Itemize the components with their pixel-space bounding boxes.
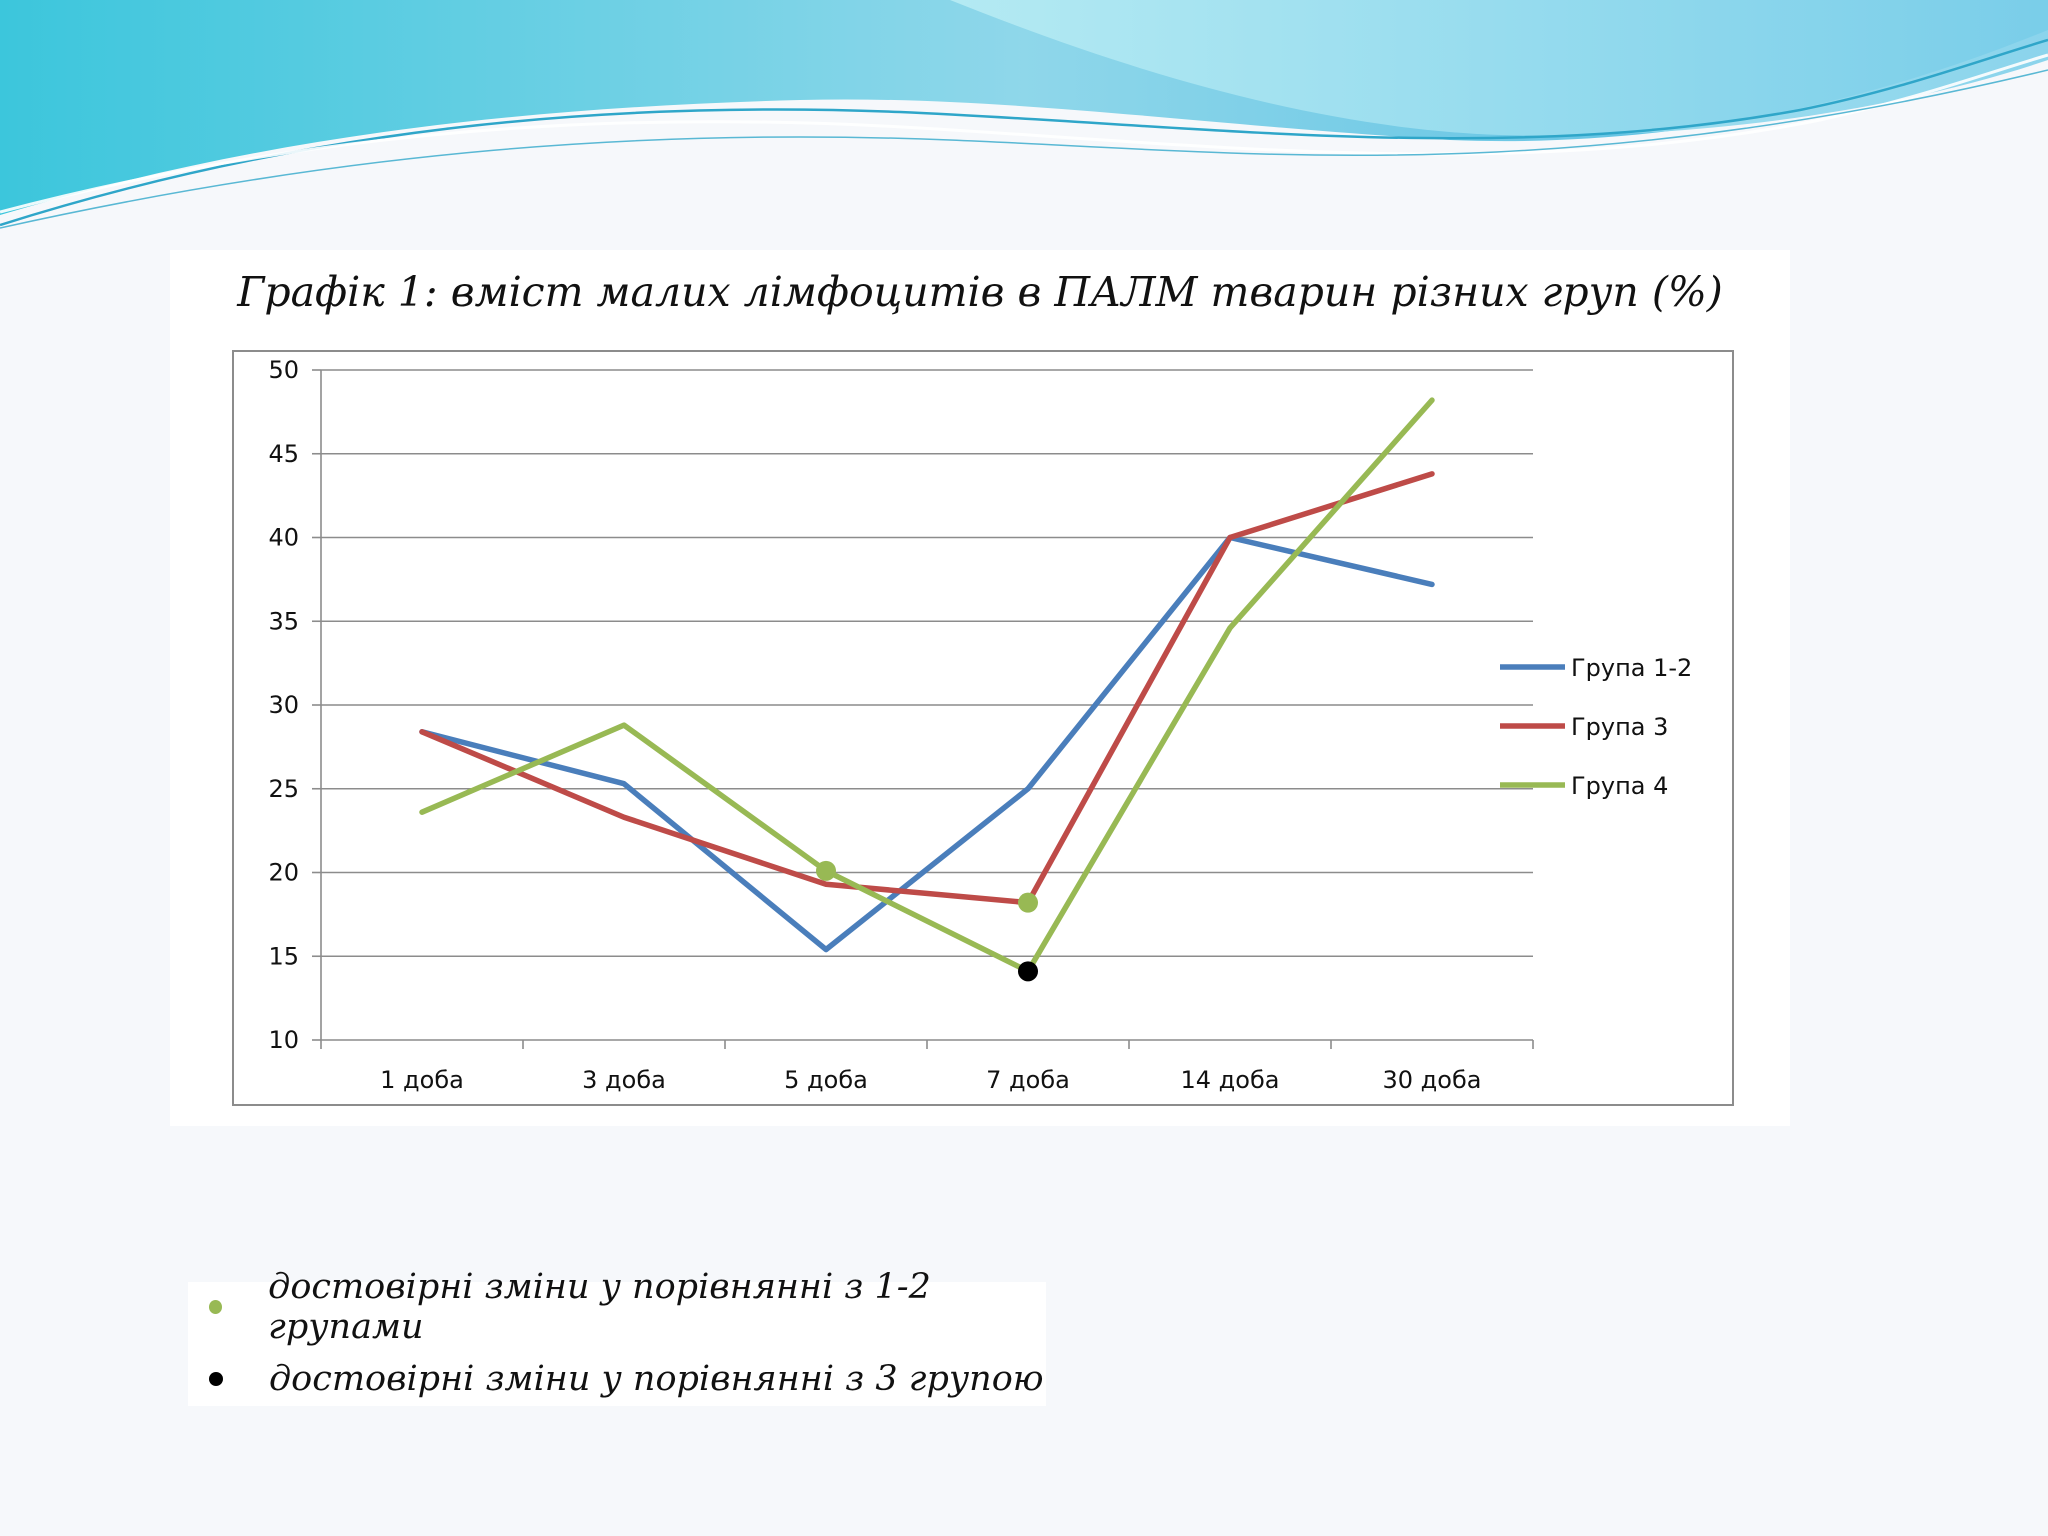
- x-tick-label: 14 доба: [1181, 1066, 1280, 1094]
- y-tick-label: 50: [268, 356, 299, 384]
- note-black: достовірні зміни у порівнянні з 3 групою: [188, 1354, 1046, 1404]
- green-dot-icon: [209, 1300, 223, 1314]
- x-tick-label: 7 доба: [986, 1066, 1070, 1094]
- legend-label: Група 1-2: [1571, 654, 1692, 682]
- y-tick-label: 40: [268, 524, 299, 552]
- black-dot-icon: [209, 1372, 223, 1386]
- significance-marker: [1018, 961, 1038, 982]
- x-tick-label: 3 доба: [582, 1066, 666, 1094]
- note-text: достовірні зміни у порівнянні з 1-2 груп…: [268, 1267, 931, 1347]
- significance-marker: [816, 860, 836, 881]
- y-tick-label: 35: [268, 607, 299, 635]
- significance-notes: достовірні зміни у порівнянні з 1-2 груп…: [188, 1267, 1046, 1406]
- series-line: [419, 471, 1435, 906]
- y-tick-label: 30: [268, 691, 299, 719]
- series-line: [419, 534, 1435, 953]
- note-green: достовірні зміни у порівнянні з 1-2 груп…: [188, 1267, 1046, 1347]
- note-text: достовірні зміни у порівнянні з 3 групою: [269, 1359, 1044, 1399]
- x-tick-label: 1 доба: [380, 1066, 464, 1094]
- y-tick-label: 10: [268, 1026, 299, 1054]
- legend-label: Група 3: [1571, 713, 1668, 741]
- chart-panel: Графік 1: вміст малих лімфоцитів в ПАЛМ …: [170, 250, 1790, 1126]
- series-lines: [419, 397, 1435, 975]
- chart-border: [232, 350, 1734, 1106]
- legend: Група 1-2 Група 3 Група 4: [1500, 654, 1692, 800]
- header-wave-decoration: [0, 0, 2048, 229]
- legend-label: Група 4: [1571, 772, 1668, 800]
- significance-markers: [816, 860, 1038, 982]
- grid-lines: [321, 369, 1533, 958]
- x-tick-label: 5 доба: [784, 1066, 868, 1094]
- x-tick-label: 30 доба: [1383, 1066, 1482, 1094]
- chart-title: Графік 1: вміст малих лімфоцитів в ПАЛМ …: [237, 268, 1723, 316]
- axes: 10 15 20 25 30 35 40 45 50 1 доба 3 доба 5 доба 7 до…: [268, 356, 1534, 1094]
- y-tick-label: 45: [268, 440, 299, 468]
- y-tick-label: 20: [268, 859, 299, 887]
- series-line: [419, 397, 1435, 975]
- y-tick-label: 15: [268, 942, 299, 970]
- line-chart: 10 15 20 25 30 35 40 45 50 1 доба 3 доба 5 доба 7 до…: [232, 350, 1734, 1106]
- significance-marker: [1018, 892, 1038, 913]
- y-tick-label: 25: [268, 775, 299, 803]
